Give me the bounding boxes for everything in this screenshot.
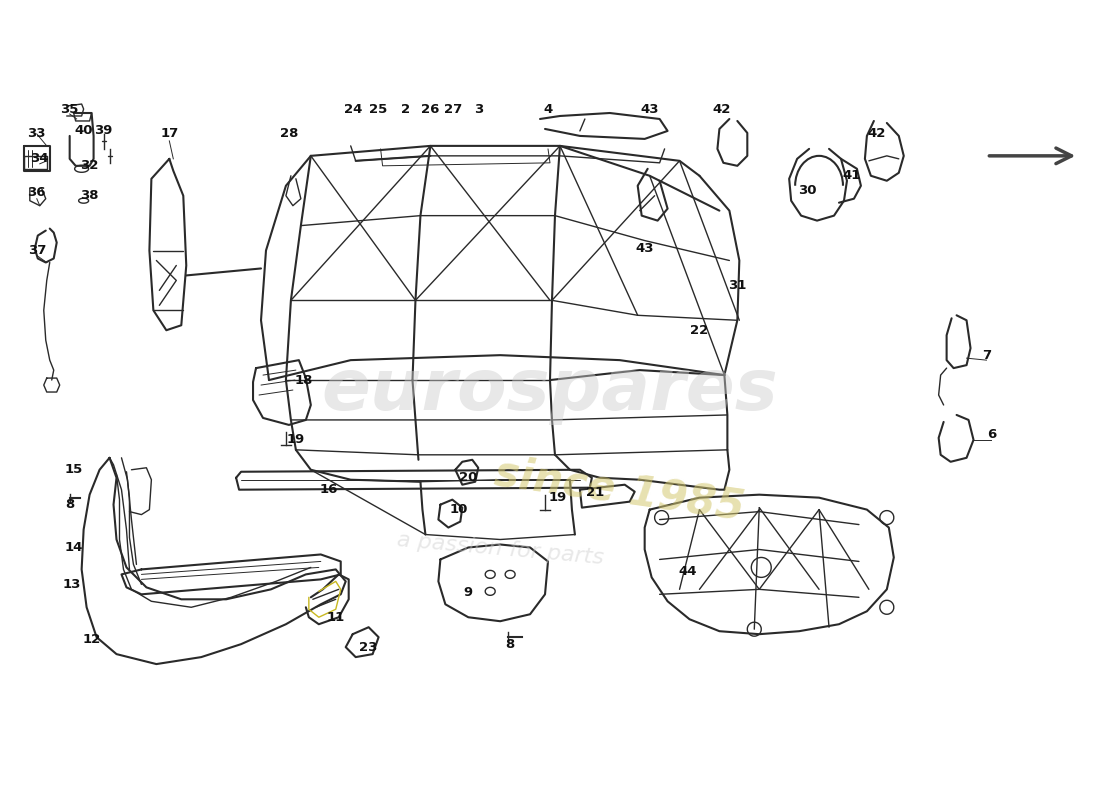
Text: 20: 20 — [459, 471, 477, 484]
Text: 28: 28 — [279, 127, 298, 141]
Text: 40: 40 — [75, 125, 92, 138]
Text: 2: 2 — [400, 102, 410, 115]
Text: 19: 19 — [287, 434, 305, 446]
Text: 38: 38 — [80, 190, 99, 202]
Text: 35: 35 — [60, 102, 79, 115]
Text: 39: 39 — [95, 125, 112, 138]
Text: 24: 24 — [344, 102, 363, 115]
Text: 34: 34 — [31, 152, 50, 166]
Text: 11: 11 — [327, 610, 345, 624]
Text: 25: 25 — [370, 102, 387, 115]
Text: 12: 12 — [82, 633, 101, 646]
Text: 18: 18 — [295, 374, 313, 386]
Text: 26: 26 — [421, 102, 440, 115]
Text: 10: 10 — [449, 503, 468, 516]
Text: 42: 42 — [712, 102, 730, 115]
Text: 22: 22 — [691, 324, 708, 337]
Text: 17: 17 — [161, 127, 178, 141]
Text: 27: 27 — [444, 102, 462, 115]
Text: 14: 14 — [65, 541, 82, 554]
Text: 4: 4 — [543, 102, 552, 115]
Text: 41: 41 — [843, 170, 861, 182]
Text: 30: 30 — [798, 184, 816, 198]
Text: eurospares: eurospares — [321, 355, 779, 425]
Text: 31: 31 — [728, 279, 747, 292]
Text: 16: 16 — [320, 483, 338, 496]
Text: 9: 9 — [464, 586, 473, 599]
Text: 36: 36 — [28, 186, 46, 199]
Text: 37: 37 — [28, 244, 46, 257]
Text: 7: 7 — [982, 349, 991, 362]
Text: 6: 6 — [987, 428, 997, 442]
Text: 15: 15 — [65, 463, 82, 476]
Text: 8: 8 — [65, 498, 75, 511]
Text: since 1985: since 1985 — [492, 451, 748, 528]
Text: 21: 21 — [585, 486, 604, 499]
Text: 8: 8 — [506, 638, 515, 650]
Text: 43: 43 — [640, 102, 659, 115]
Text: 23: 23 — [360, 641, 377, 654]
Text: 32: 32 — [80, 159, 99, 172]
Text: 3: 3 — [474, 102, 483, 115]
Text: 42: 42 — [868, 127, 886, 141]
Text: 19: 19 — [549, 491, 568, 504]
Text: 33: 33 — [28, 127, 46, 141]
Text: 13: 13 — [63, 578, 81, 591]
Text: 44: 44 — [679, 565, 696, 578]
Text: 43: 43 — [636, 242, 653, 255]
Text: a passion for parts: a passion for parts — [396, 530, 605, 569]
